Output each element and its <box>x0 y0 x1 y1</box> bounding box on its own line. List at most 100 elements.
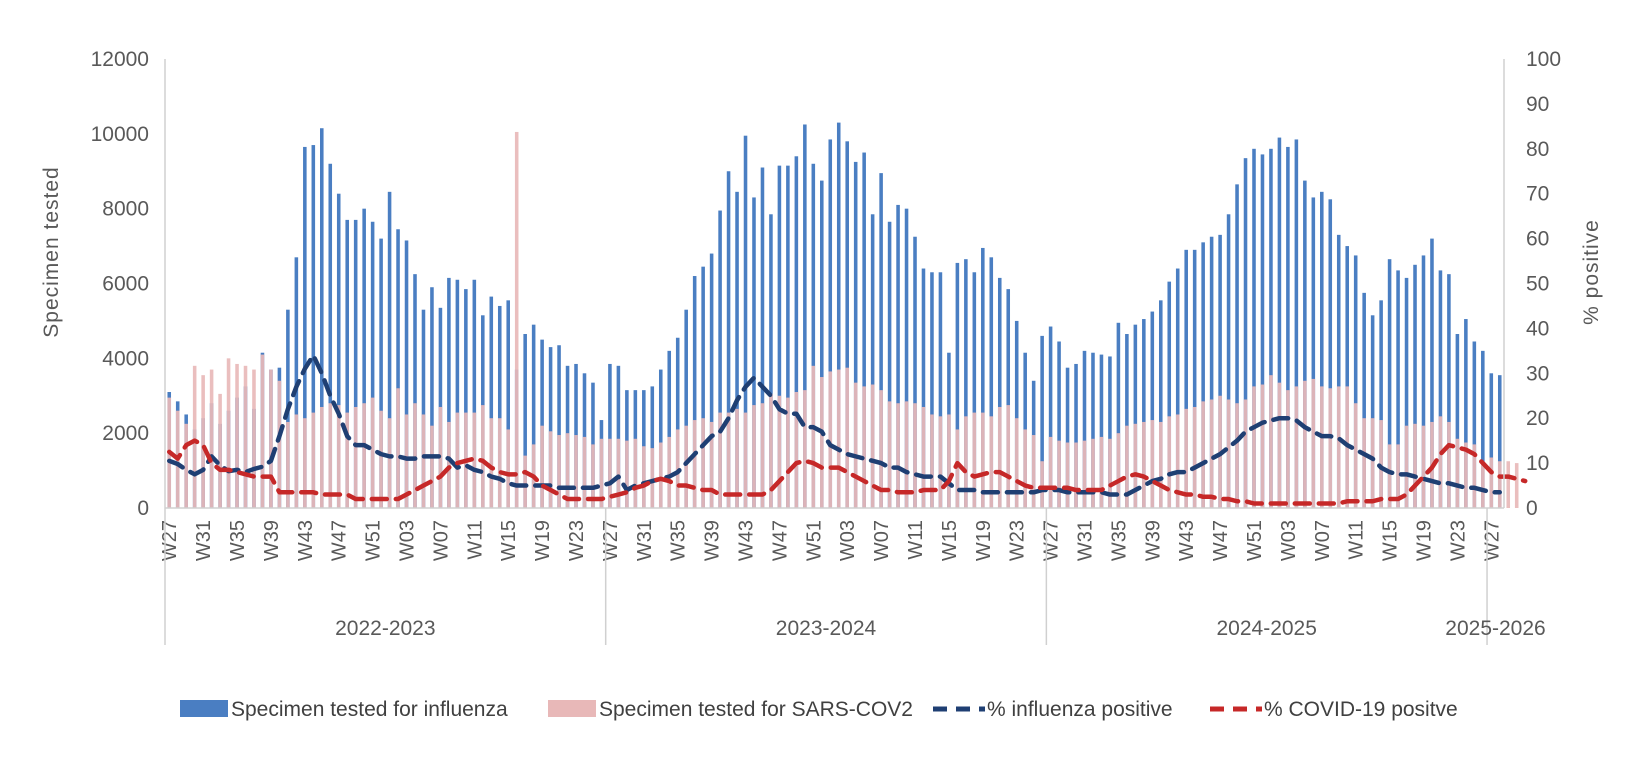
x-tick-label: W27 <box>159 520 181 561</box>
sars-cov2-bar <box>701 418 705 508</box>
sars-cov2-bar <box>989 416 994 508</box>
sars-cov2-bar <box>709 421 714 508</box>
x-axis-ticks: W27 W31 W35 W39 W43 W47 W51 W03 W07 W11 W15 W19 W23 W… <box>159 520 1503 561</box>
sars-cov2-bar <box>277 380 282 508</box>
sars-cov2-bar <box>286 421 290 508</box>
sars-cov2-bar <box>192 365 197 508</box>
influenza-bar <box>675 337 680 508</box>
influenza-bar <box>726 171 731 508</box>
x-tick-label: W19 <box>532 520 554 561</box>
influenza-bar <box>1006 289 1011 508</box>
sars-cov2-bar <box>887 401 892 508</box>
x-tick-label: W35 <box>668 520 690 561</box>
influenza-bar <box>743 135 748 508</box>
sars-cov2-bar <box>1472 444 1477 508</box>
sars-cov2-bar <box>1133 423 1138 508</box>
x-tick-label: W35 <box>227 520 249 561</box>
influenza-bar <box>1311 197 1316 508</box>
sars-cov2-bar <box>1031 435 1036 508</box>
influenza-bar <box>760 167 765 508</box>
influenza-bar <box>1150 311 1155 508</box>
sars-cov2-bar <box>1311 378 1316 508</box>
left-tick-label: 8000 <box>102 198 149 221</box>
influenza-bar <box>769 214 773 508</box>
influenza-bar <box>786 165 790 508</box>
x-tick-label: W39 <box>261 520 283 561</box>
influenza-bar <box>1353 255 1358 508</box>
influenza-bar <box>1065 367 1070 508</box>
influenza-bar <box>1472 341 1477 508</box>
influenza-bar <box>777 165 782 508</box>
influenza-bar <box>345 219 349 508</box>
influenza-bar <box>1455 334 1460 508</box>
influenza-bar <box>464 289 468 508</box>
sars-cov2-bar <box>1235 403 1239 508</box>
sars-cov2-bar <box>1252 386 1256 508</box>
sars-cov2-bar <box>1303 380 1307 508</box>
sars-cov2-bar <box>303 418 307 508</box>
x-tick-label: W07 <box>871 520 893 561</box>
influenza-bar <box>1167 281 1172 508</box>
sars-cov2-bar <box>1336 386 1341 508</box>
sars-cov2-bar <box>201 375 205 508</box>
influenza-bar <box>353 219 358 508</box>
influenza-bar <box>870 214 875 508</box>
influenza-bar <box>735 191 739 508</box>
influenza-bar <box>930 272 934 508</box>
sars-cov2-bar <box>1014 418 1019 508</box>
influenza-bar <box>1430 238 1434 508</box>
influenza-bar <box>413 274 417 508</box>
sars-cov2-bar <box>667 436 672 508</box>
influenza-bar <box>557 345 561 508</box>
sars-cov2-bar <box>1099 436 1104 508</box>
influenza-bar <box>1252 148 1256 509</box>
x-tick-label: W47 <box>1210 520 1232 561</box>
sars-cov2-bar <box>1091 438 1095 508</box>
x-tick-label: W27 <box>600 520 622 561</box>
x-tick-label: W27 <box>1041 520 1063 561</box>
sars-cov2-bar <box>1269 375 1273 508</box>
influenza-bar <box>964 259 968 508</box>
sars-cov2-bar <box>269 369 273 508</box>
influenza-bar <box>311 145 316 508</box>
influenza-bar <box>387 191 392 508</box>
sars-cov2-bar <box>947 414 951 508</box>
influenza-bar <box>1184 249 1188 508</box>
influenza-bar <box>701 266 705 508</box>
sars-cov2-bar <box>964 416 968 508</box>
legend-swatch-sars <box>548 700 596 717</box>
sars-cov2-bar <box>472 412 477 508</box>
sars-cov2-bar <box>514 131 519 508</box>
left-tick-label: 0 <box>137 497 149 520</box>
sars-cov2-bar <box>252 369 256 508</box>
sars-cov2-bar <box>692 420 697 508</box>
sars-cov2-bar <box>760 403 765 508</box>
sars-cov2-bar <box>1438 416 1443 508</box>
influenza-bar <box>1497 375 1502 508</box>
sars-cov2-bar <box>404 414 409 508</box>
x-tick-label: W07 <box>1312 520 1334 561</box>
sars-cov2-bar <box>921 406 926 508</box>
sars-cov2-bar <box>447 421 451 508</box>
x-tick-label: W39 <box>702 520 724 561</box>
influenza-bar <box>896 204 900 509</box>
left-axis-title: Specimen tested <box>40 166 63 337</box>
influenza-bar <box>803 124 807 508</box>
influenza-bar <box>794 156 799 508</box>
influenza-bar <box>845 141 849 508</box>
sars-cov2-bar <box>1040 461 1044 508</box>
legend-label-sars: Specimen tested for SARS-COV2 <box>599 698 913 721</box>
x-tick-label: W43 <box>1176 520 1198 561</box>
sars-cov2-bar <box>1379 420 1383 508</box>
sars-cov2-bar <box>1116 433 1121 508</box>
sars-cov2-bar <box>675 429 680 508</box>
sars-cov2-bar <box>1082 440 1087 508</box>
influenza-bar <box>1159 300 1163 508</box>
influenza-bar <box>472 279 477 508</box>
influenza-bars <box>167 122 1502 509</box>
right-tick-label: 40 <box>1526 317 1549 340</box>
sars-cov2-bar <box>684 425 688 508</box>
influenza-bar <box>1116 322 1121 508</box>
sars-cov2-bar <box>1506 461 1511 508</box>
influenza-bar <box>1218 234 1222 509</box>
